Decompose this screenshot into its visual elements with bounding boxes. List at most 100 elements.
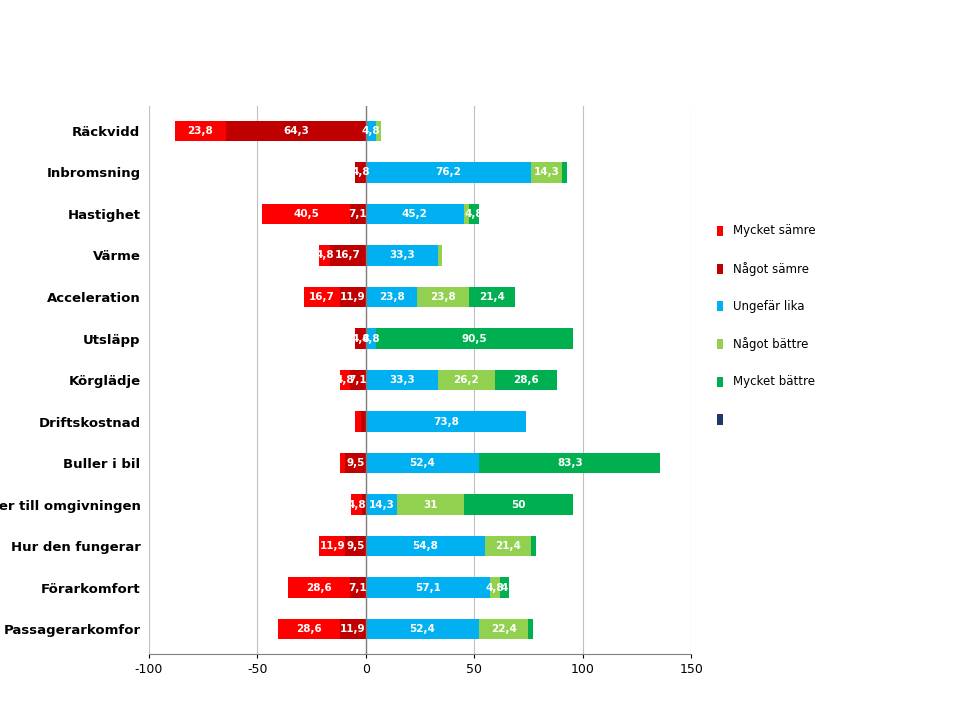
Text: 57,1: 57,1 bbox=[415, 583, 441, 592]
Text: 50: 50 bbox=[511, 500, 525, 510]
Text: 90,5: 90,5 bbox=[462, 334, 487, 344]
Bar bbox=[340, 619, 366, 639]
Text: 11,9: 11,9 bbox=[320, 541, 345, 551]
Text: 7,1: 7,1 bbox=[348, 583, 368, 592]
Bar bbox=[366, 411, 526, 432]
Bar bbox=[350, 577, 366, 598]
Text: Mycket bättre: Mycket bättre bbox=[733, 375, 815, 388]
Bar bbox=[303, 286, 340, 308]
Bar bbox=[361, 411, 366, 432]
Bar bbox=[494, 370, 557, 390]
Text: 9,5: 9,5 bbox=[347, 458, 365, 468]
Text: 23,8: 23,8 bbox=[378, 292, 404, 302]
Bar bbox=[376, 328, 572, 349]
Bar bbox=[355, 162, 366, 183]
Bar bbox=[464, 204, 469, 224]
Bar bbox=[366, 286, 418, 308]
Bar bbox=[320, 536, 346, 556]
Text: 11,9: 11,9 bbox=[340, 292, 366, 302]
Bar bbox=[500, 577, 509, 598]
Text: 4,8: 4,8 bbox=[351, 168, 370, 177]
Text: Om du jämför dina erfarenheter av att köra elbil med att köra en
konventionellbi: Om du jämför dina erfarenheter av att kö… bbox=[24, 35, 661, 83]
FancyBboxPatch shape bbox=[717, 264, 723, 274]
Text: 14,3: 14,3 bbox=[369, 500, 395, 510]
Text: 14,3: 14,3 bbox=[534, 168, 560, 177]
Bar bbox=[227, 121, 366, 141]
Text: 33,3: 33,3 bbox=[389, 250, 415, 260]
Bar bbox=[528, 619, 533, 639]
Bar bbox=[346, 452, 366, 474]
Bar bbox=[469, 286, 516, 308]
Text: 11,9: 11,9 bbox=[340, 624, 366, 634]
Bar bbox=[366, 328, 376, 349]
Bar bbox=[418, 286, 469, 308]
Bar bbox=[366, 245, 438, 266]
FancyBboxPatch shape bbox=[717, 339, 723, 349]
Text: 28,6: 28,6 bbox=[306, 583, 332, 592]
Text: 23,8: 23,8 bbox=[187, 126, 213, 136]
Text: 9,5: 9,5 bbox=[347, 541, 365, 551]
Text: 23,8: 23,8 bbox=[430, 292, 456, 302]
Bar bbox=[490, 577, 500, 598]
Text: 7,1: 7,1 bbox=[348, 375, 368, 385]
Text: 83,3: 83,3 bbox=[557, 458, 583, 468]
Text: 52,4: 52,4 bbox=[410, 458, 436, 468]
Bar bbox=[438, 245, 443, 266]
Text: 16,7: 16,7 bbox=[335, 250, 361, 260]
Bar bbox=[464, 494, 572, 515]
Text: 28,6: 28,6 bbox=[513, 375, 539, 385]
Bar bbox=[350, 204, 366, 224]
Text: 73,8: 73,8 bbox=[433, 416, 459, 426]
Text: 21,4: 21,4 bbox=[495, 541, 521, 551]
Text: Något sämre: Något sämre bbox=[733, 262, 809, 276]
Text: 4: 4 bbox=[501, 583, 508, 592]
Text: 31: 31 bbox=[423, 500, 438, 510]
Bar bbox=[376, 121, 381, 141]
Bar bbox=[438, 370, 494, 390]
Text: Mycket sämre: Mycket sämre bbox=[733, 224, 816, 238]
Text: 22,4: 22,4 bbox=[491, 624, 516, 634]
Text: 64,3: 64,3 bbox=[283, 126, 309, 136]
Bar bbox=[366, 494, 396, 515]
Text: 4,8: 4,8 bbox=[465, 209, 484, 219]
Bar bbox=[479, 619, 528, 639]
Text: 54,8: 54,8 bbox=[412, 541, 438, 551]
Bar bbox=[485, 536, 531, 556]
Bar bbox=[340, 370, 350, 390]
Bar bbox=[351, 494, 362, 515]
FancyBboxPatch shape bbox=[717, 414, 723, 425]
Text: 33,3: 33,3 bbox=[389, 375, 415, 385]
Bar bbox=[340, 286, 366, 308]
Text: 4,8: 4,8 bbox=[362, 334, 380, 344]
Bar bbox=[366, 619, 479, 639]
Text: 28,6: 28,6 bbox=[296, 624, 322, 634]
Text: 7,1: 7,1 bbox=[348, 209, 368, 219]
Bar bbox=[262, 204, 350, 224]
Bar bbox=[355, 328, 366, 349]
Text: 40,5: 40,5 bbox=[294, 209, 320, 219]
Bar bbox=[340, 452, 346, 474]
Bar bbox=[366, 577, 490, 598]
Bar bbox=[350, 370, 366, 390]
Text: Något bättre: Något bättre bbox=[733, 337, 808, 351]
Bar bbox=[319, 245, 329, 266]
Bar bbox=[531, 536, 537, 556]
Bar bbox=[366, 452, 479, 474]
Bar bbox=[362, 494, 366, 515]
Bar bbox=[531, 162, 563, 183]
Text: 4,8: 4,8 bbox=[486, 583, 504, 592]
FancyBboxPatch shape bbox=[717, 377, 723, 387]
Text: 26,2: 26,2 bbox=[453, 375, 479, 385]
Bar bbox=[366, 536, 485, 556]
Text: 4,8: 4,8 bbox=[362, 126, 380, 136]
Bar bbox=[563, 162, 567, 183]
Bar bbox=[355, 411, 361, 432]
FancyBboxPatch shape bbox=[717, 226, 723, 236]
Text: 4,8: 4,8 bbox=[348, 500, 366, 510]
Bar bbox=[479, 452, 660, 474]
Bar bbox=[366, 121, 376, 141]
Text: 76,2: 76,2 bbox=[436, 168, 462, 177]
Text: 16,7: 16,7 bbox=[309, 292, 335, 302]
Bar bbox=[288, 577, 350, 598]
Bar bbox=[366, 204, 464, 224]
